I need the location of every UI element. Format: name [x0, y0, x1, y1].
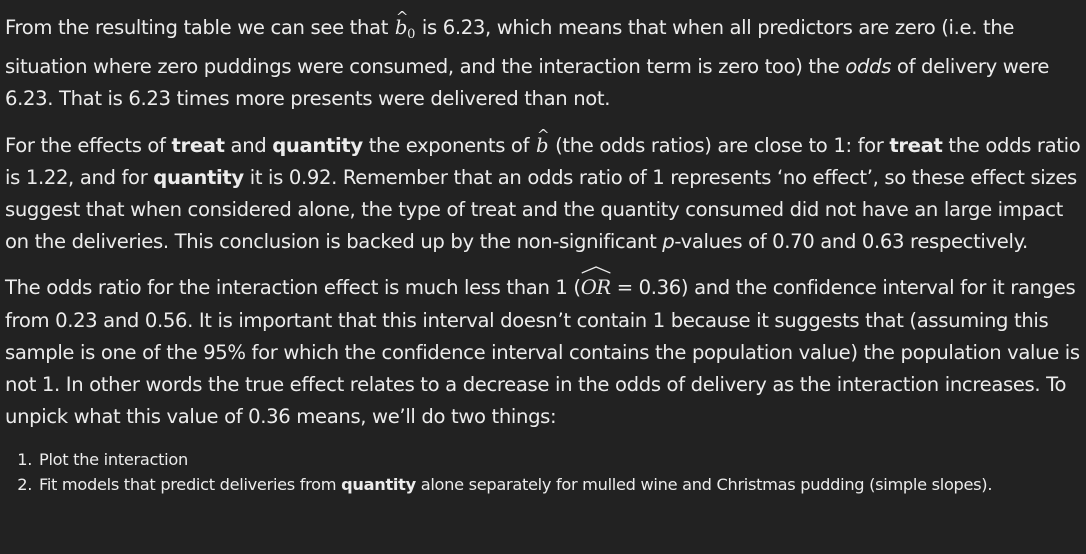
- list-item: Fit models that predict deliveries from …: [37, 472, 1081, 497]
- text-span: (the odds ratios) are close to 1: for: [549, 133, 890, 157]
- text-span: -values of 0.70 and 0.63 respectively.: [674, 230, 1028, 254]
- text-span: is 6.23, which means that when all predi…: [5, 16, 1015, 79]
- list-item: Plot the interaction: [37, 447, 1081, 472]
- hat-accent-icon: ^: [395, 8, 409, 26]
- paragraph-interaction: The odds ratio for the interaction effec…: [5, 266, 1081, 433]
- text-span: The odds ratio for the interaction effec…: [5, 276, 581, 300]
- or-hat-symbol: OR: [580, 266, 611, 304]
- next-steps-list: Plot the interaction Fit models that pre…: [5, 447, 1081, 497]
- text-span: and: [224, 133, 273, 157]
- text-span: For the effects of: [5, 133, 172, 157]
- widehat-accent-icon: [581, 266, 611, 275]
- list-item-text: Fit models that predict deliveries from: [39, 475, 342, 495]
- hat-accent-icon: ^: [537, 125, 550, 144]
- paragraph-intercept: From the resulting table we can see that…: [5, 8, 1081, 116]
- text-span: the odds ratio is 1.22, and for: [5, 133, 1081, 189]
- p-value-symbol: p: [662, 230, 675, 254]
- variable-treat: treat: [889, 133, 943, 157]
- text-span: of delivery were 6.23. That is 6.23 time…: [5, 55, 1050, 111]
- paragraph-main-effects: For the effects of treat and quantity th…: [5, 126, 1081, 259]
- b-hat-symbol: ^ b: [535, 126, 550, 162]
- variable-quantity: quantity: [341, 475, 416, 495]
- text-span: it is 0.92. Remember that an odds ratio …: [5, 165, 1077, 254]
- variable-quantity: quantity: [272, 133, 363, 157]
- symbol-b: b: [394, 16, 408, 39]
- b0-hat-symbol: ^ b0: [394, 8, 416, 51]
- emphasis-odds: odds: [845, 55, 892, 79]
- variable-treat: treat: [171, 133, 226, 157]
- document-body: From the resulting table we can see that…: [5, 8, 1081, 497]
- subscript-zero: 0: [407, 27, 416, 42]
- text-span: From the resulting table we can see that: [5, 16, 394, 39]
- list-item-text: alone separately for mulled wine and Chr…: [415, 475, 993, 495]
- symbol-b: b: [536, 133, 549, 157]
- variable-quantity: quantity: [153, 165, 244, 189]
- list-item-text: Plot the interaction: [39, 450, 188, 470]
- text-span: the exponents of: [362, 133, 535, 157]
- symbol-or: OR: [580, 276, 611, 300]
- text-span: = 0.36) and the confidence interval for …: [5, 276, 1080, 429]
